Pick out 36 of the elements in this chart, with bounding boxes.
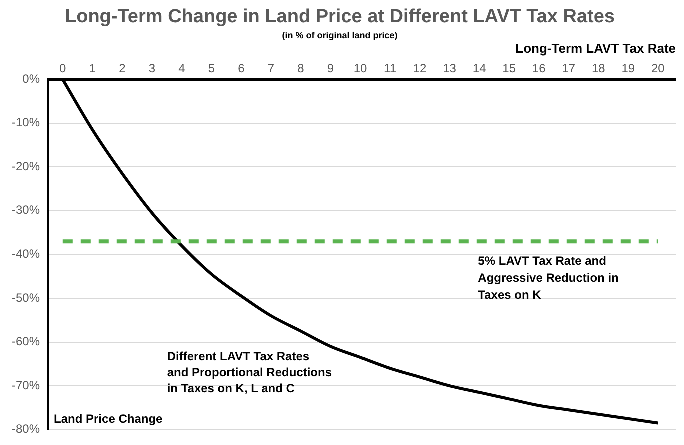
y-tick-label: -20%: [12, 159, 40, 174]
x-tick-label: 3: [148, 62, 156, 76]
x-tick-label: 16: [532, 62, 546, 76]
x-axis-title: Long-Term LAVT Tax Rate: [516, 40, 676, 56]
x-tick-label: 9: [327, 62, 334, 76]
x-tick-label: 10: [354, 62, 368, 76]
chart-subtitle: (in % of original land price): [282, 30, 398, 41]
x-tick-label: 8: [298, 62, 305, 76]
chart-title: Long-Term Change in Land Price at Different LAVT Tax Rates: [64, 6, 616, 28]
x-tick-label: 4: [178, 62, 186, 76]
y-tick-label: -60%: [12, 334, 40, 349]
x-tick-label: 15: [502, 62, 516, 76]
y-tick-label: -80%: [12, 422, 40, 436]
x-tick-label: 13: [443, 62, 457, 76]
x-tick-label: 0: [60, 62, 67, 76]
x-tick-label: 2: [119, 62, 126, 76]
x-tick-label: 17: [562, 62, 576, 76]
x-tick-label: 18: [592, 62, 606, 76]
y-tick-label: -40%: [12, 247, 40, 262]
y-axis-title: Land Price Change: [54, 412, 164, 426]
y-tick-label: -70%: [12, 378, 40, 392]
x-tick-label: 11: [384, 62, 397, 76]
x-tick-label: 1: [89, 62, 96, 76]
y-tick-label: -10%: [12, 116, 40, 130]
series-label: Different LAVT Tax Rates and Proportional Reductions in Taxes on K, L and C: [167, 349, 332, 396]
y-tick-label: -30%: [12, 203, 40, 218]
x-tick-label: 20: [651, 62, 666, 76]
x-tick-label: 5: [208, 62, 216, 76]
x-tick-label: 7: [268, 62, 275, 76]
y-tick-label: 0%: [22, 72, 40, 86]
x-tick-label: 14: [472, 62, 487, 76]
ref-line-label: 5% LAVT Tax Rate and Aggressive Reduction in Taxes on K: [478, 254, 619, 302]
x-tick-label: 6: [238, 62, 246, 76]
x-tick-label: 12: [413, 62, 428, 76]
x-tick-label: 19: [622, 62, 636, 76]
y-tick-label: -50%: [12, 290, 40, 305]
